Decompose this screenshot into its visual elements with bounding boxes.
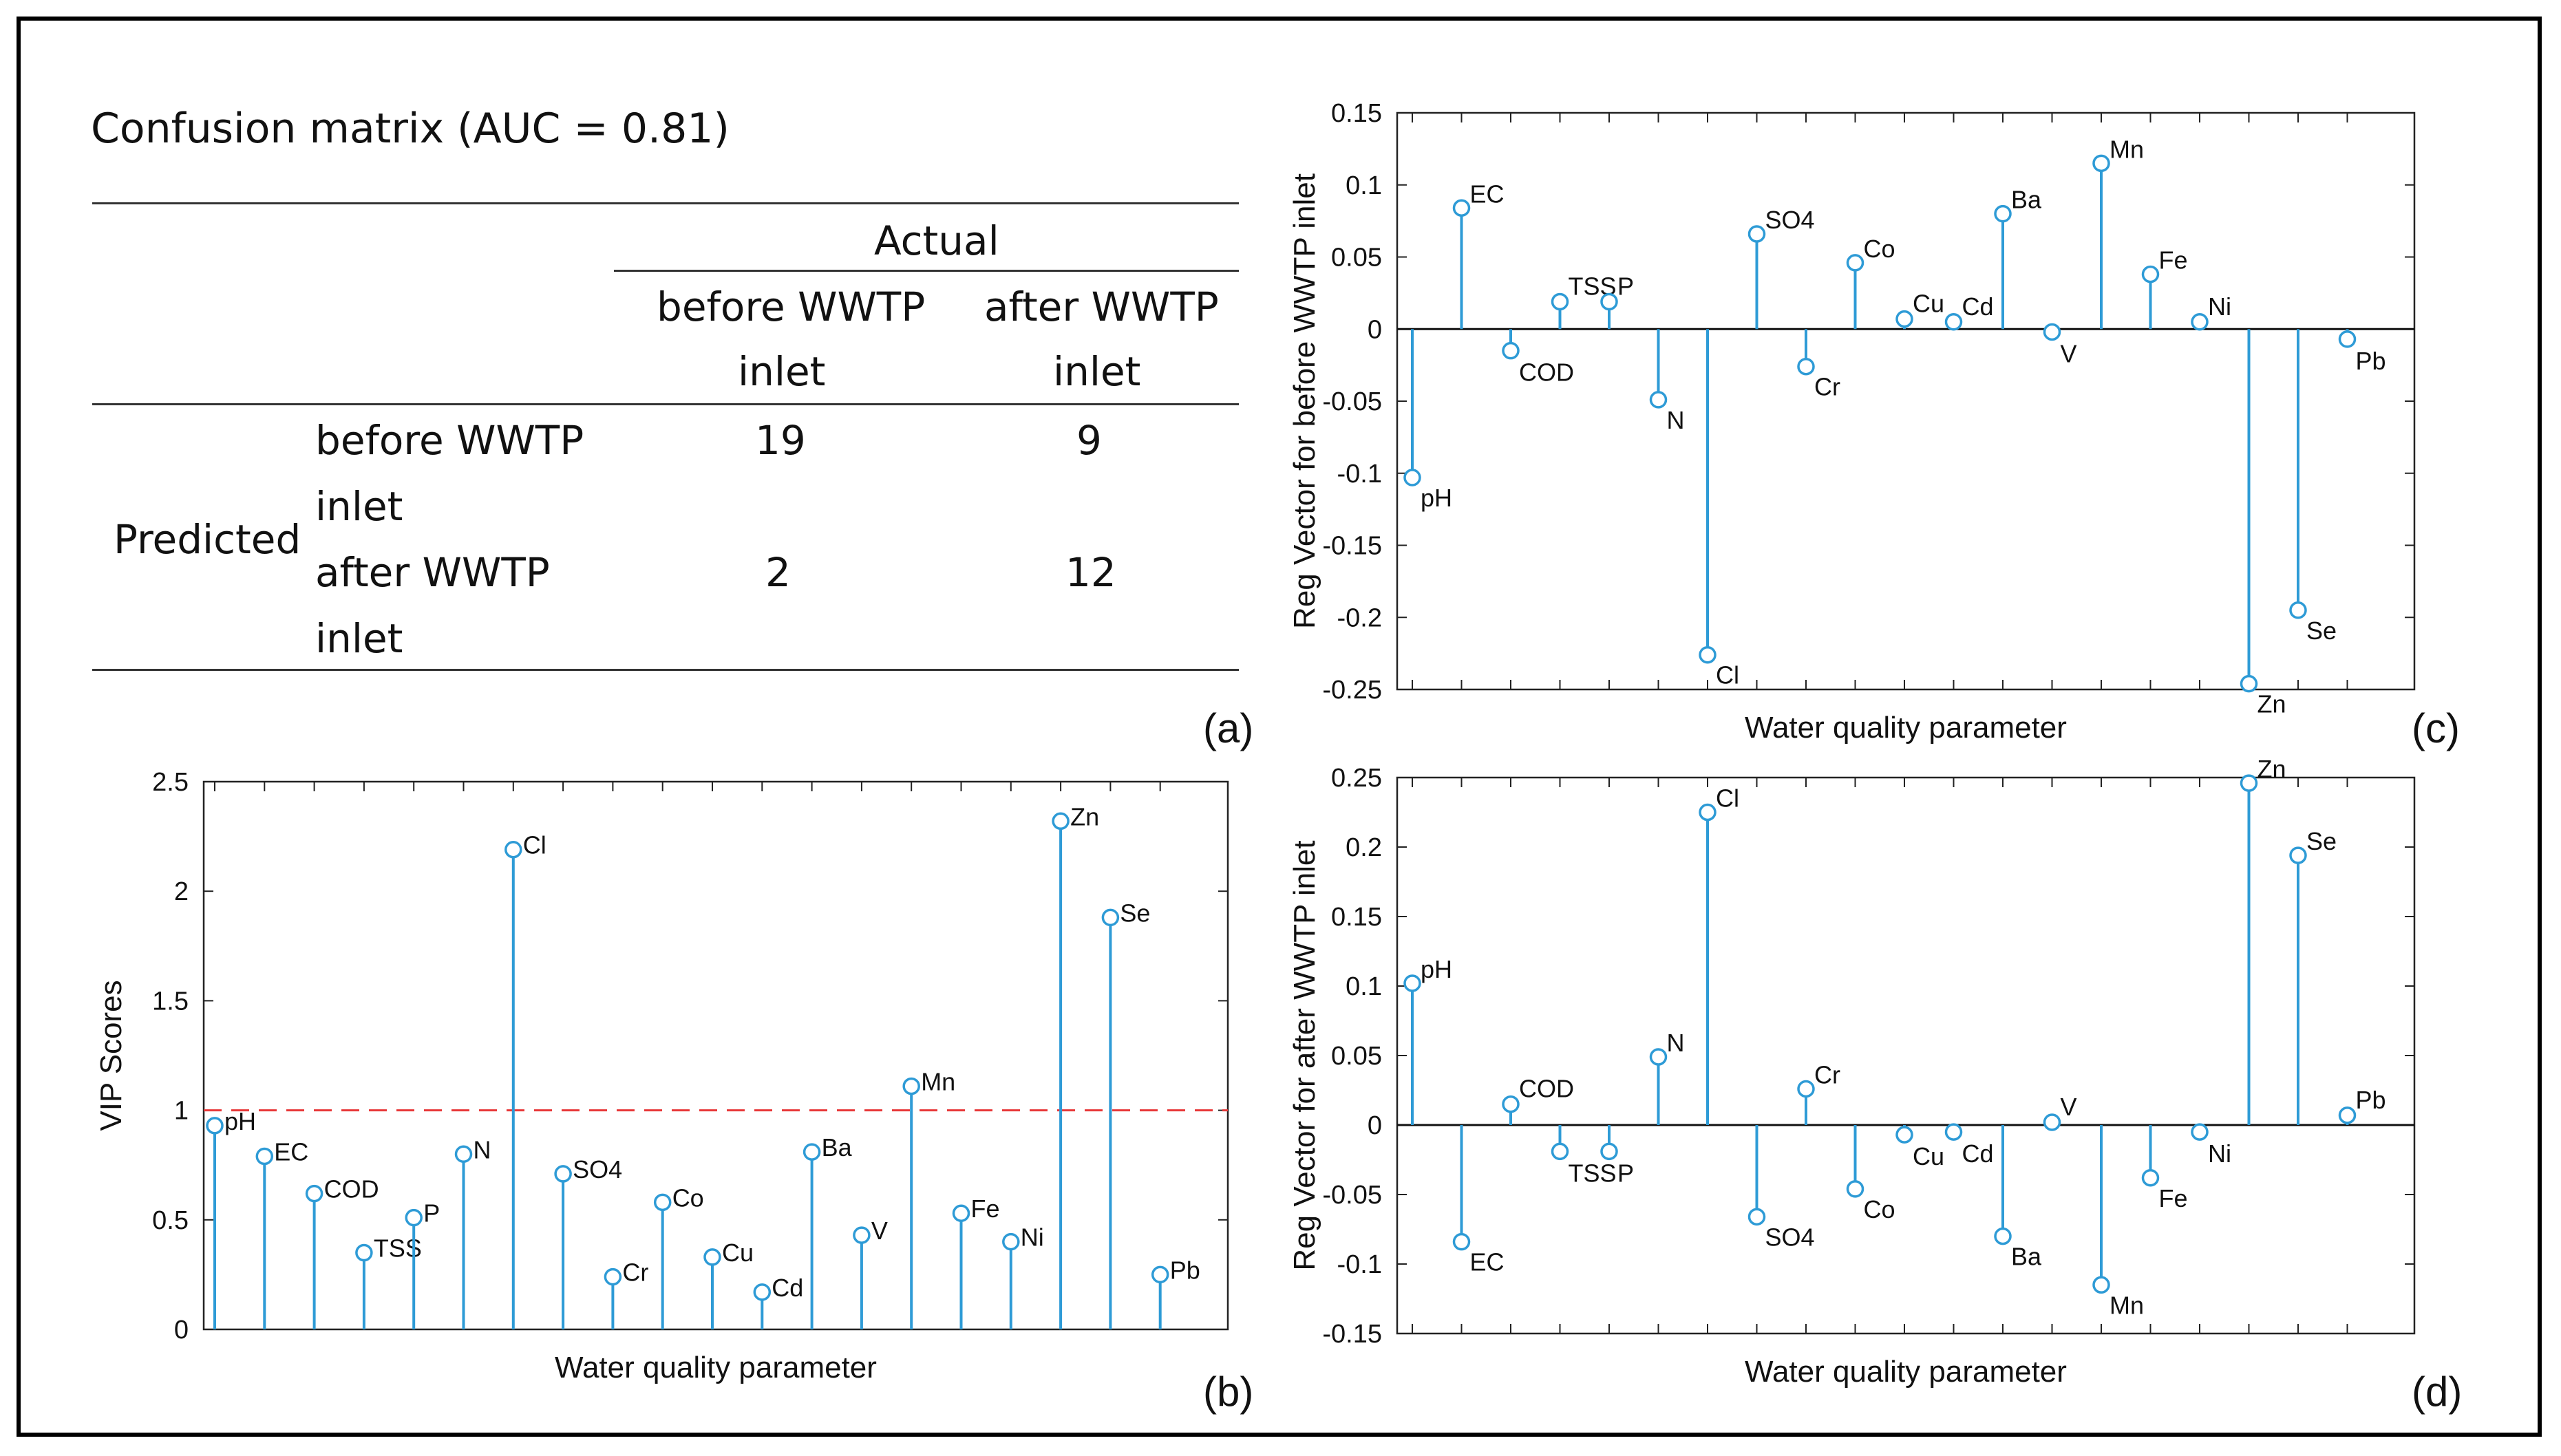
panel-label-d: (d) [2412, 1369, 2463, 1415]
predicted-label: Predicted [114, 516, 301, 563]
figure-frame [17, 17, 2542, 1437]
col-header-before-line2: inlet [738, 348, 826, 395]
panel-label-c: (c) [2412, 705, 2460, 751]
actual-rule [614, 270, 1239, 272]
cell-after-before: 2 [765, 549, 791, 596]
cell-before-before: 19 [755, 417, 806, 464]
row-header-before-line2: inlet [315, 483, 403, 530]
row-header-before-line1: before WWTP [315, 417, 584, 464]
panel-label-b: (b) [1203, 1369, 1254, 1415]
col-header-after-line1: after WWTP [984, 283, 1219, 330]
confusion-matrix-panel: Confusion matrix (AUC = 0.81) Actual bef… [0, 0, 1266, 729]
row-header-after-line1: after WWTP [315, 549, 550, 596]
header-rule [92, 403, 1239, 405]
col-header-after-line2: inlet [1053, 348, 1141, 395]
cell-before-after: 9 [1076, 417, 1102, 464]
cell-after-after: 12 [1065, 549, 1116, 596]
row-header-after-line2: inlet [315, 615, 403, 662]
panel-label-a: (a) [1203, 705, 1254, 751]
table-bottom-rule [92, 669, 1239, 671]
actual-header: Actual [874, 217, 999, 264]
table-top-rule [92, 202, 1239, 204]
confusion-matrix-title: Confusion matrix (AUC = 0.81) [91, 105, 730, 153]
col-header-before-line1: before WWTP [657, 283, 926, 330]
